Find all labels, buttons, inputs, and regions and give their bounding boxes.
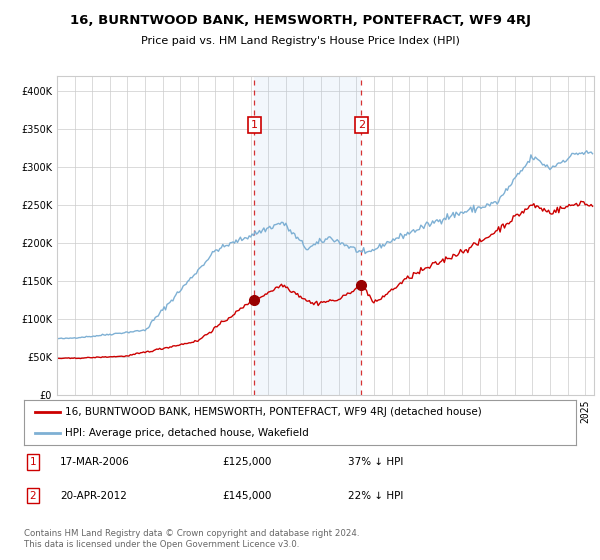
Bar	[254, 76, 361, 395]
Text: 16, BURNTWOOD BANK, HEMSWORTH, PONTEFRACT, WF9 4RJ: 16, BURNTWOOD BANK, HEMSWORTH, PONTEFRAC…	[70, 14, 530, 27]
Text: 22% ↓ HPI: 22% ↓ HPI	[348, 491, 403, 501]
Text: 17-MAR-2006: 17-MAR-2006	[60, 457, 130, 467]
Text: 2: 2	[358, 120, 365, 130]
Text: 2: 2	[29, 491, 37, 501]
Text: HPI: Average price, detached house, Wakefield: HPI: Average price, detached house, Wake…	[65, 428, 309, 438]
Text: Contains HM Land Registry data © Crown copyright and database right 2024.
This d: Contains HM Land Registry data © Crown c…	[24, 529, 359, 549]
Text: £145,000: £145,000	[222, 491, 271, 501]
Text: 1: 1	[29, 457, 37, 467]
Text: 20-APR-2012: 20-APR-2012	[60, 491, 127, 501]
Text: 1: 1	[251, 120, 258, 130]
Text: 37% ↓ HPI: 37% ↓ HPI	[348, 457, 403, 467]
Text: £125,000: £125,000	[222, 457, 271, 467]
Text: 16, BURNTWOOD BANK, HEMSWORTH, PONTEFRACT, WF9 4RJ (detached house): 16, BURNTWOOD BANK, HEMSWORTH, PONTEFRAC…	[65, 408, 482, 418]
Text: Price paid vs. HM Land Registry's House Price Index (HPI): Price paid vs. HM Land Registry's House …	[140, 36, 460, 46]
